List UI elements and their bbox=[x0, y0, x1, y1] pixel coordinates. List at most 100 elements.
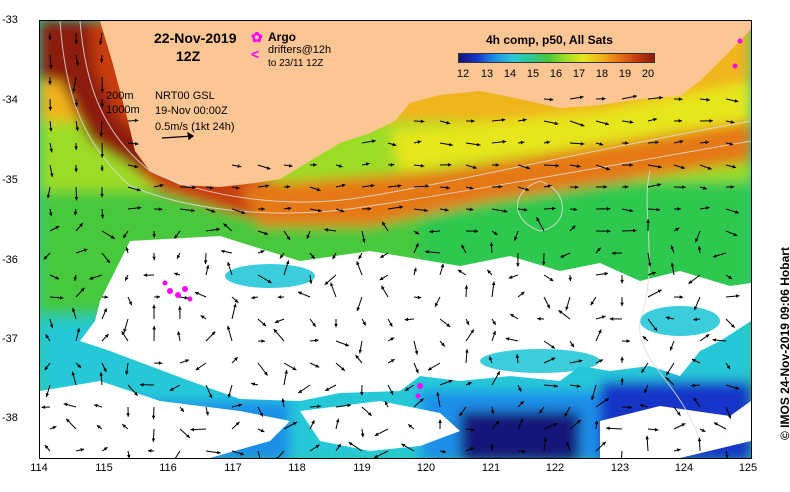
current-vector-head bbox=[476, 142, 481, 147]
current-vector-head bbox=[489, 356, 493, 361]
current-vector-head bbox=[659, 96, 663, 100]
current-vector-head bbox=[55, 276, 60, 280]
current-vector-head bbox=[727, 414, 732, 419]
current-vector-head bbox=[492, 330, 496, 335]
current-vector-head bbox=[733, 232, 738, 237]
current-vector-head bbox=[656, 207, 661, 212]
current-vector-head bbox=[734, 99, 739, 103]
current-vector-head bbox=[605, 121, 609, 126]
current-vector-head bbox=[45, 334, 49, 339]
drifters-legend-time: to 23/11 12Z bbox=[268, 58, 324, 69]
colorbar-tick-label: 18 bbox=[595, 68, 609, 80]
current-vector-head bbox=[89, 276, 94, 280]
current-vector-head bbox=[514, 236, 518, 241]
current-vector-head bbox=[730, 120, 735, 124]
current-vector-head bbox=[417, 140, 422, 144]
current-vector-head bbox=[644, 389, 648, 394]
current-vector-head bbox=[277, 295, 282, 299]
current-vector-head bbox=[498, 184, 503, 189]
current-vector-head bbox=[104, 334, 109, 338]
current-vector-head bbox=[110, 235, 115, 239]
current-vector-head bbox=[579, 95, 584, 100]
current-vector-head bbox=[134, 392, 138, 396]
current-vector-head bbox=[382, 221, 386, 226]
current-vector-head bbox=[267, 279, 272, 283]
current-vector-head bbox=[602, 441, 606, 446]
current-vector-head bbox=[677, 207, 681, 211]
current-vector-head bbox=[43, 255, 48, 260]
current-vector-head bbox=[520, 401, 524, 405]
current-vector-head bbox=[691, 383, 695, 388]
current-vector-head bbox=[389, 322, 393, 327]
current-vector-head bbox=[266, 166, 271, 170]
current-vector-head bbox=[390, 337, 395, 341]
current-vector-head bbox=[725, 454, 729, 458]
current-vector-head bbox=[311, 420, 315, 425]
current-vector-head bbox=[444, 208, 449, 212]
current-vector-head bbox=[730, 185, 735, 189]
current-vector-head bbox=[647, 262, 652, 267]
current-vector-head bbox=[472, 165, 477, 169]
colorbar-tick-label: 13 bbox=[480, 68, 494, 80]
current-vector-head bbox=[487, 269, 491, 274]
current-vector-head bbox=[469, 186, 474, 190]
sst-map[interactable] bbox=[39, 20, 752, 459]
current-vector-head bbox=[100, 154, 104, 158]
current-vector-head bbox=[576, 164, 581, 168]
current-vector-head bbox=[340, 209, 345, 213]
current-vector-head bbox=[313, 163, 317, 167]
current-vector-head bbox=[260, 250, 265, 254]
current-vector-head bbox=[125, 276, 129, 281]
current-vector-head bbox=[601, 315, 606, 319]
current-vector-head bbox=[264, 231, 269, 235]
contour-label-200: 200m bbox=[106, 90, 134, 102]
colorbar-title: 4h comp, p50, All Sats bbox=[486, 33, 613, 47]
current-vector-head bbox=[358, 349, 363, 354]
current-vector-head bbox=[425, 250, 429, 254]
current-vector-head bbox=[74, 40, 78, 45]
current-vector-head bbox=[678, 97, 683, 101]
current-vector-head bbox=[666, 371, 670, 376]
current-vector-head bbox=[705, 206, 710, 210]
current-vector-head bbox=[367, 412, 372, 416]
x-tick-label: 116 bbox=[159, 462, 177, 474]
current-vector-head bbox=[177, 254, 181, 259]
current-vector-head bbox=[211, 209, 216, 213]
current-vector-head bbox=[100, 214, 105, 219]
current-vector-head bbox=[136, 188, 141, 192]
current-vector-head bbox=[676, 448, 681, 452]
current-vector-head bbox=[465, 349, 469, 353]
current-vector-head bbox=[665, 316, 670, 320]
current-vector-head bbox=[134, 118, 139, 123]
current-vector-head bbox=[261, 339, 265, 343]
current-vector-head bbox=[510, 314, 515, 318]
current-vector-head bbox=[693, 317, 697, 322]
bathymetry-contours bbox=[59, 21, 751, 442]
current-vector-head bbox=[55, 226, 60, 230]
current-vector-head bbox=[565, 306, 569, 311]
current-vector-head bbox=[332, 255, 336, 260]
current-vector-head bbox=[515, 354, 520, 358]
current-vector-head bbox=[49, 65, 53, 69]
drifters-legend-label: drifters@12h bbox=[268, 44, 332, 56]
current-vector-head bbox=[281, 398, 285, 403]
current-vector-head bbox=[682, 185, 686, 189]
current-vector-head bbox=[652, 271, 656, 276]
x-tick-label: 117 bbox=[224, 462, 242, 474]
x-tick-label: 114 bbox=[30, 462, 48, 474]
current-vector-head bbox=[459, 412, 463, 417]
current-vector-head bbox=[591, 396, 595, 400]
current-vector-head bbox=[414, 350, 419, 355]
current-vector-head bbox=[259, 412, 263, 417]
current-vector-head bbox=[599, 359, 604, 363]
current-vector-head bbox=[223, 223, 228, 228]
colorbar-tick-label: 19 bbox=[618, 68, 632, 80]
current-vector-head bbox=[679, 140, 684, 144]
current-vector-head bbox=[469, 207, 474, 212]
current-vector-head bbox=[713, 422, 718, 426]
y-tick-label: -38 bbox=[2, 412, 18, 424]
current-vector bbox=[621, 450, 623, 458]
current-vector-head bbox=[360, 433, 365, 438]
current-vector-head bbox=[620, 378, 624, 382]
current-vector-head bbox=[693, 397, 698, 402]
